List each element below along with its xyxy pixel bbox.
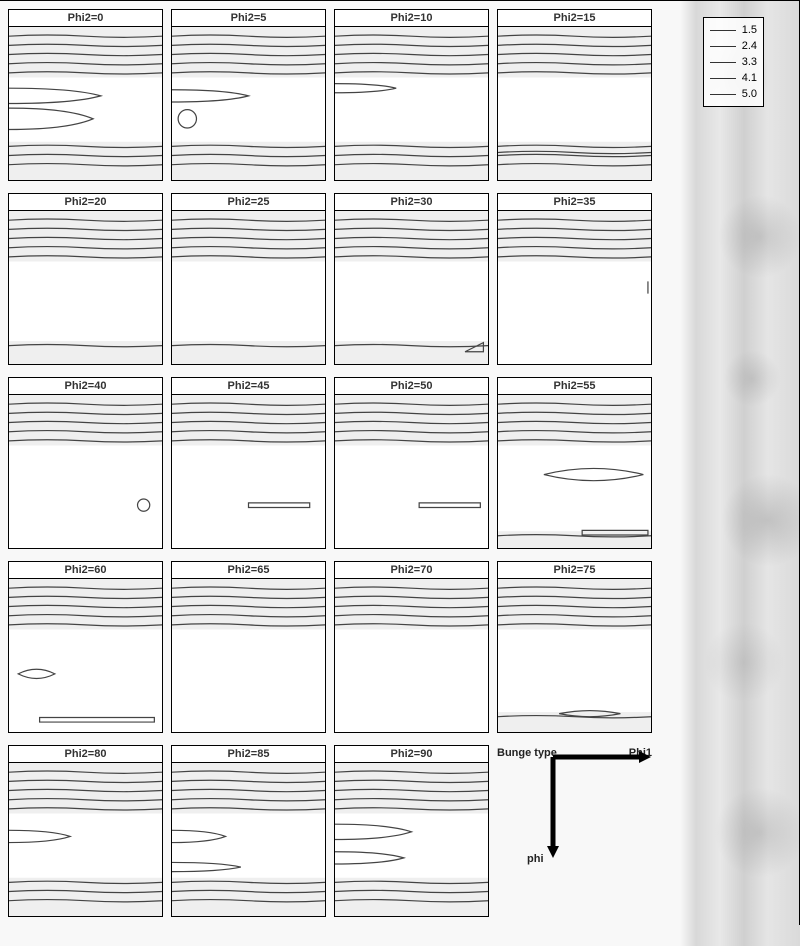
panel-title: Phi2=75 [497,561,652,579]
contour-plot [335,579,488,732]
odf-panel-grid: Phi2=0 Phi2=5 Phi2=10 Phi2=15 Phi2=20 Phi2=25… [8,9,652,917]
contour-plot [335,763,488,916]
contour-plot [9,27,162,180]
odf-section-panel: Phi2=70 [334,561,489,733]
odf-section-panel: Phi2=45 [171,377,326,549]
legend-line-icon [710,46,736,47]
legend-line-icon [710,78,736,79]
figure: Phi2=0 Phi2=5 Phi2=10 Phi2=15 Phi2=20 Phi2=25… [0,0,800,925]
legend-row: 1.5 [710,22,757,38]
odf-section-panel: Phi2=35 [497,193,652,365]
odf-section-panel: Phi2=60 [8,561,163,733]
odf-section-panel: Phi2=50 [334,377,489,549]
legend-level: 5.0 [742,88,757,100]
contour-plot [172,395,325,548]
contour-plot [498,211,651,364]
legend-row: 2.4 [710,38,757,54]
legend-level: 4.1 [742,72,757,84]
contour-plot [9,579,162,732]
contour-legend: 1.5 2.4 3.3 4.1 5.0 [703,17,764,107]
odf-section-panel: Phi2=30 [334,193,489,365]
panel-title: Phi2=60 [8,561,163,579]
panel-title: Phi2=40 [8,377,163,395]
panel-title: Phi2=10 [334,9,489,27]
contour-plot [335,211,488,364]
panel-title: Phi2=0 [8,9,163,27]
legend-row: 5.0 [710,86,757,102]
panel-title: Phi2=55 [497,377,652,395]
legend-row: 3.3 [710,54,757,70]
panel-title: Phi2=45 [171,377,326,395]
panel-title: Phi2=30 [334,193,489,211]
odf-section-panel: Phi2=15 [497,9,652,181]
legend-line-icon [710,62,736,63]
panel-title: Phi2=25 [171,193,326,211]
odf-section-panel: Phi2=5 [171,9,326,181]
odf-section-panel: Phi2=90 [334,745,489,917]
legend-level: 2.4 [742,40,757,52]
legend-level: 3.3 [742,56,757,68]
panel-title: Phi2=50 [334,377,489,395]
panel-title: Phi2=70 [334,561,489,579]
bunge-arrows-icon [549,751,649,866]
panel-title: Phi2=85 [171,745,326,763]
odf-section-panel: Phi2=25 [171,193,326,365]
legend-line-icon [710,94,736,95]
panel-title: Phi2=80 [8,745,163,763]
contour-plot [172,27,325,180]
bunge-coordinate-key: Bunge typePhi1phi [497,745,652,917]
odf-section-panel: Phi2=55 [497,377,652,549]
bunge-y-axis-label: phi [527,853,544,865]
panel-title: Phi2=20 [8,193,163,211]
contour-plot [498,27,651,180]
panel-title: Phi2=90 [334,745,489,763]
panel-title: Phi2=35 [497,193,652,211]
panel-title: Phi2=15 [497,9,652,27]
odf-section-panel: Phi2=65 [171,561,326,733]
odf-section-panel: Phi2=0 [8,9,163,181]
contour-plot [335,27,488,180]
sidebar: 1.5 2.4 3.3 4.1 5.0 [658,9,768,917]
odf-section-panel: Phi2=75 [497,561,652,733]
contour-plot [172,763,325,916]
contour-plot [498,579,651,732]
odf-section-panel: Phi2=40 [8,377,163,549]
contour-plot [498,395,651,548]
panel-title: Phi2=5 [171,9,326,27]
bunge-type-label: Bunge type [497,747,557,760]
contour-plot [172,579,325,732]
legend-line-icon [710,30,736,31]
contour-plot [335,395,488,548]
legend-level: 1.5 [742,24,757,36]
odf-section-panel: Phi2=80 [8,745,163,917]
legend-row: 4.1 [710,70,757,86]
contour-plot [172,211,325,364]
contour-plot [9,395,162,548]
contour-plot [9,211,162,364]
odf-section-panel: Phi2=10 [334,9,489,181]
odf-section-panel: Phi2=85 [171,745,326,917]
contour-plot [9,763,162,916]
panel-title: Phi2=65 [171,561,326,579]
odf-section-panel: Phi2=20 [8,193,163,365]
